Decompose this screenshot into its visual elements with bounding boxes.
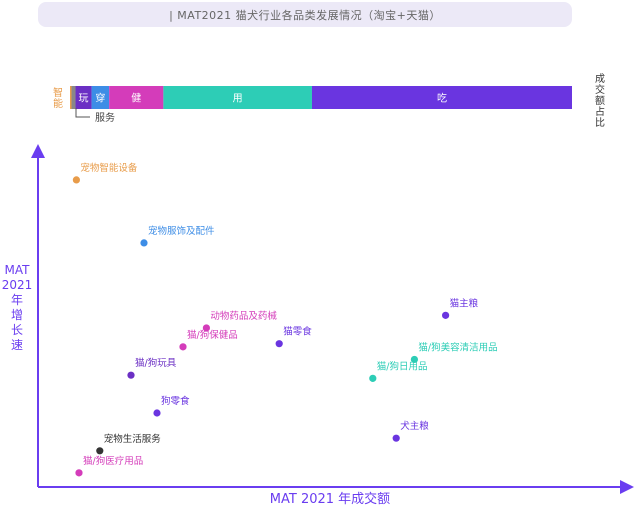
data-point-label-6: 猫零食 bbox=[283, 326, 312, 338]
data-point-label-12: 猫/狗医疗用品 bbox=[83, 455, 143, 467]
data-point-11 bbox=[96, 447, 104, 455]
data-point-label-8: 猫/狗美容清洁用品 bbox=[418, 341, 497, 353]
data-point-label-11: 宠物生活服务 bbox=[104, 433, 162, 445]
chart-title: | MAT2021 猫犬行业各品类发展情况（淘宝+天猫） bbox=[38, 2, 572, 27]
data-point-label-9: 猫/狗日用品 bbox=[377, 360, 428, 372]
data-point-1 bbox=[140, 239, 148, 247]
data-point-3 bbox=[179, 343, 187, 351]
data-point-8 bbox=[410, 355, 418, 364]
y-axis-label: MAT 2021 年增长速 bbox=[2, 263, 33, 352]
x-axis-arrow bbox=[620, 480, 634, 494]
data-point-2 bbox=[202, 324, 210, 332]
data-point-9 bbox=[369, 374, 377, 382]
data-point-5 bbox=[153, 409, 161, 417]
share-segment-label-5: 用 bbox=[233, 94, 243, 105]
data-point-6 bbox=[275, 340, 283, 348]
x-axis-label: MAT 2021 年成交额 bbox=[270, 491, 390, 507]
share-segment-label-2: 玩 bbox=[79, 94, 89, 105]
data-point-0 bbox=[72, 176, 80, 184]
share-segment-0 bbox=[70, 86, 72, 109]
share-segment-4 bbox=[109, 86, 164, 109]
data-point-label-1: 宠物服饰及配件 bbox=[148, 225, 215, 237]
share-segment-5 bbox=[163, 86, 312, 109]
data-point-label-4: 猫/狗玩具 bbox=[135, 357, 177, 369]
data-point-label-2: 动物药品及药械 bbox=[210, 310, 277, 322]
share-segment-3 bbox=[91, 86, 110, 109]
data-point-7 bbox=[442, 311, 450, 319]
share-segment-label-3: 穿 bbox=[95, 92, 105, 105]
share-segment-label-6: 吃 bbox=[437, 92, 447, 105]
share-segment-6 bbox=[311, 86, 572, 109]
service-bracket bbox=[75, 108, 90, 118]
data-point-label-10: 犬主粮 bbox=[400, 420, 429, 432]
data-point-label-5: 狗零食 bbox=[161, 395, 190, 407]
data-point-label-7: 猫主粮 bbox=[450, 297, 479, 309]
data-point-10 bbox=[392, 434, 400, 442]
share-segment-label-4: 健 bbox=[131, 93, 141, 105]
y-axis-arrow bbox=[31, 144, 45, 158]
data-point-label-3: 猫/狗保健品 bbox=[187, 329, 238, 341]
share-segment-label-0: 智能 bbox=[53, 86, 63, 110]
share-segment-2 bbox=[75, 86, 92, 109]
data-point-4 bbox=[127, 371, 135, 379]
service-label: 服务 bbox=[95, 111, 115, 124]
data-point-label-0: 宠物智能设备 bbox=[80, 162, 138, 174]
data-point-12 bbox=[75, 469, 83, 477]
share-segment-1 bbox=[71, 86, 76, 109]
share-bar-label: 成交额占比 bbox=[595, 73, 605, 129]
